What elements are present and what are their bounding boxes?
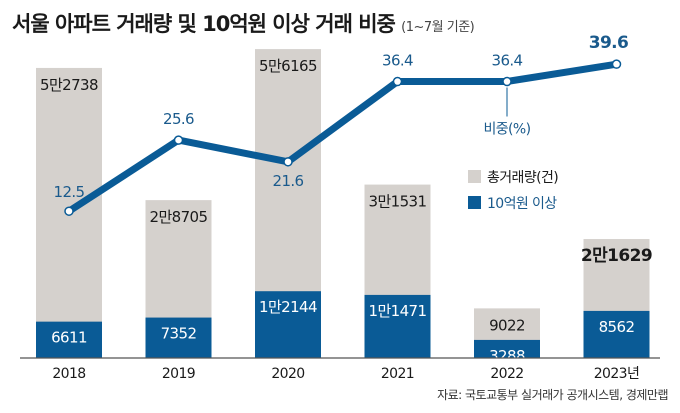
source-note: 자료: 국토교통부 실거래가 공개시스템, 경제만랩 [437,388,668,402]
ratio-marker [173,135,184,145]
over-1b-bar-label: 8562 [599,318,635,336]
over-1b-bar-label: 1만1471 [369,302,427,320]
over-1b-bar [364,294,431,358]
x-tick-label: 2020 [271,366,304,382]
over-1b-bar-label: 6611 [51,329,87,347]
ratio-marker [611,59,622,69]
total-bar-label: 2만1629 [581,246,652,266]
x-tick-label: 2022 [490,366,523,382]
ratio-line [65,60,620,215]
legend-label-total: 총거래량(건) [487,170,558,186]
ratio-label: 21.6 [273,172,304,190]
legend-label-over-1b: 10억원 이상 [487,196,557,212]
total-bar-label: 5만6165 [259,57,317,75]
x-tick-label: 2019 [162,366,195,382]
legend-swatch-total [468,170,481,183]
legend-swatch-over-1b [468,196,481,209]
over-1b-bar-label: 1만2144 [259,298,317,316]
over-1b-bar-label: 7352 [161,325,197,343]
ratio-label: 39.6 [589,33,629,53]
ratio-label: 25.6 [163,110,194,128]
ratio-label: 36.4 [382,52,413,70]
ratio-marker [64,206,74,216]
over-1b-bar [255,291,321,358]
total-bar-label: 9022 [489,316,525,334]
x-tick-label: 2018 [52,366,85,382]
chart-subtitle: (1~7월 기준) [401,20,475,35]
over-1b-bar [36,321,102,358]
ratio-label: 12.5 [54,183,85,201]
over-1b-bar-label: 3288 [489,347,525,365]
x-tick-label: 2023년 [594,366,640,382]
over-1b-bar [583,310,650,358]
total-bar-label: 3만1531 [369,193,427,211]
ratio-marker [283,157,293,167]
chart-title-text: 서울 아파트 거래량 및 10억원 이상 거래 비중 [12,12,396,36]
ratio-marker [502,76,512,87]
ratio-series-label: 비중(%) [484,122,531,138]
over-1b-bar [474,339,540,358]
x-tick-label: 2021 [381,366,414,382]
chart-title: 서울 아파트 거래량 및 10억원 이상 거래 비중 (1~7월 기준) [12,8,475,38]
ratio-marker [392,76,403,87]
total-bar-label: 2만8705 [150,208,208,226]
total-bar-label: 5만2738 [40,76,98,94]
ratio-label: 36.4 [492,52,523,70]
over-1b-bar [145,317,212,358]
